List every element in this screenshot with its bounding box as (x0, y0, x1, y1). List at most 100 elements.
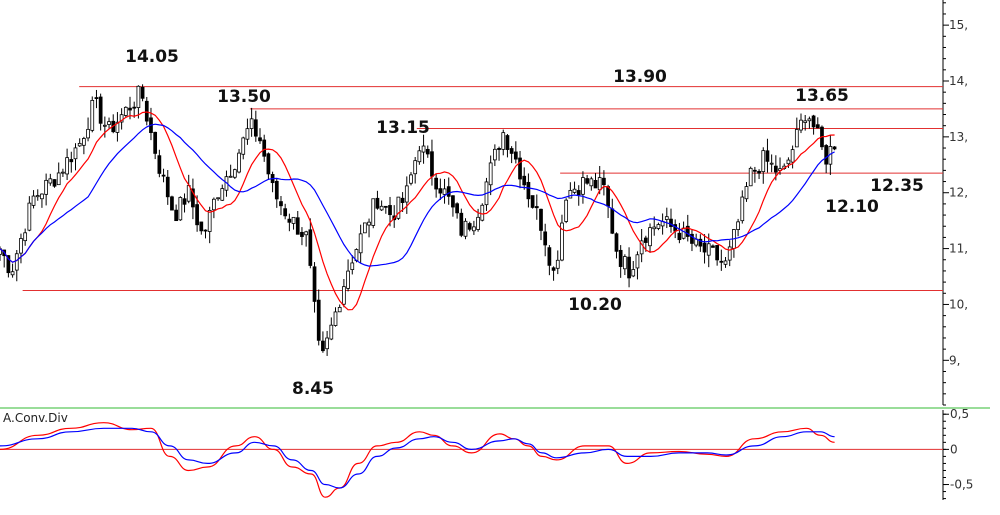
candle (82, 136, 86, 155)
candle-body (220, 188, 225, 201)
candle (446, 177, 451, 205)
candle-body (119, 114, 124, 123)
candle (807, 116, 812, 129)
candle-body (564, 199, 569, 222)
candle (765, 138, 770, 173)
candle (493, 144, 497, 167)
indicator-tick-label: 0 (950, 442, 958, 456)
candle (501, 129, 506, 156)
candle-body (669, 218, 673, 227)
candle-body (52, 179, 57, 187)
candle-body (362, 222, 367, 234)
candle-body (765, 150, 770, 162)
candle-body (325, 337, 329, 350)
candle-body (86, 128, 90, 139)
candle-body (744, 186, 749, 200)
candle-body (648, 227, 652, 247)
candle-body (753, 169, 757, 172)
candle (455, 202, 459, 219)
candle (308, 218, 313, 269)
candle (513, 141, 518, 164)
candle-body (589, 178, 594, 187)
candle (732, 228, 736, 258)
candle-body (547, 247, 552, 266)
candle (396, 196, 401, 220)
candle (90, 96, 95, 133)
candle-body (442, 188, 447, 195)
candle-body (723, 260, 728, 265)
candle-body (195, 204, 199, 226)
candle-body (107, 121, 111, 125)
candle (690, 229, 694, 252)
candle-body (719, 260, 724, 263)
candle-body (35, 195, 40, 198)
candle (283, 203, 288, 220)
candle (48, 173, 53, 186)
candle (719, 249, 724, 271)
candle (585, 174, 589, 185)
candle-body (383, 205, 388, 208)
candle (111, 114, 116, 134)
candle (102, 116, 107, 138)
candle (740, 190, 745, 224)
candle-body (530, 195, 535, 208)
candle-body (258, 137, 262, 142)
candle-body (610, 208, 615, 234)
candle-body (237, 152, 241, 173)
candle-body (681, 227, 686, 239)
candle-body (786, 159, 791, 165)
candle (551, 266, 556, 281)
candle (753, 166, 757, 183)
candle-body (799, 119, 803, 131)
candle (623, 254, 627, 276)
candle-body (748, 167, 753, 187)
candle (555, 250, 560, 275)
candle (698, 234, 703, 252)
candle (375, 190, 380, 210)
candle (295, 210, 300, 235)
candle (648, 223, 652, 253)
price-y-tick-label: 11, (949, 242, 968, 256)
candle-body (216, 197, 220, 200)
candle-body (618, 249, 623, 267)
candle (400, 192, 405, 212)
candle (61, 168, 65, 177)
candle-body (73, 147, 78, 160)
candle (526, 173, 531, 208)
candle-body (602, 177, 606, 186)
candle (539, 208, 543, 241)
candle-body (182, 198, 187, 205)
candle-body (10, 271, 15, 276)
candle-body (773, 165, 778, 173)
candle-body (522, 175, 527, 186)
candle-body (711, 245, 715, 248)
candle-body (249, 118, 254, 129)
candle (140, 84, 145, 102)
candle-body (69, 159, 74, 163)
candle-body (505, 135, 510, 150)
candle-body (132, 106, 137, 109)
candle (94, 89, 99, 109)
candle-body (241, 137, 246, 155)
level-label: 12.35 (870, 176, 924, 196)
candle-body (279, 201, 283, 207)
candle-body (631, 269, 636, 277)
candle-body (551, 267, 556, 271)
price-point-label: 12.10 (825, 197, 879, 217)
candle (618, 245, 623, 278)
candle (266, 152, 271, 180)
candle-body (455, 203, 459, 214)
candle (212, 197, 216, 219)
candle-body (652, 226, 657, 230)
candle-body (65, 157, 69, 175)
candle (572, 181, 577, 194)
candle-body (82, 138, 86, 146)
candle (442, 178, 447, 204)
candle (195, 195, 199, 232)
candle (761, 147, 766, 184)
candle-body (539, 208, 543, 231)
candle (518, 150, 522, 189)
candle-body (6, 255, 11, 274)
candle-body (77, 142, 82, 147)
candle (673, 219, 678, 239)
